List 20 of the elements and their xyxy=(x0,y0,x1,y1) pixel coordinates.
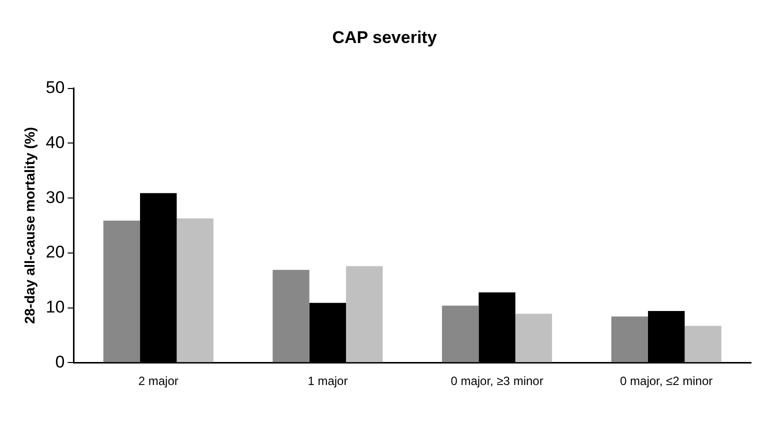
y-tick-label: 0 xyxy=(55,352,65,372)
bar xyxy=(442,306,479,362)
bar xyxy=(684,326,722,362)
bar xyxy=(515,314,552,362)
chart-title: CAP severity xyxy=(332,28,438,47)
bar xyxy=(272,270,310,362)
y-axis-title: 28-day all-cause mortality (%) xyxy=(21,127,38,324)
y-tick-label: 50 xyxy=(46,78,65,98)
x-tick-label: 0 major, ≥3 minor xyxy=(450,374,544,388)
x-tick-label: 2 major xyxy=(138,374,178,388)
bar xyxy=(346,266,383,362)
y-tick-label: 10 xyxy=(46,297,65,316)
x-tick-label: 1 major xyxy=(308,374,348,388)
y-tick-label: 40 xyxy=(46,132,65,152)
y-tick-label: 20 xyxy=(46,242,65,262)
y-tick-label: 30 xyxy=(46,188,65,207)
bar xyxy=(103,220,140,362)
bar xyxy=(176,218,214,362)
bar xyxy=(611,316,648,362)
x-tick-label: 0 major, ≤2 minor xyxy=(620,374,713,388)
